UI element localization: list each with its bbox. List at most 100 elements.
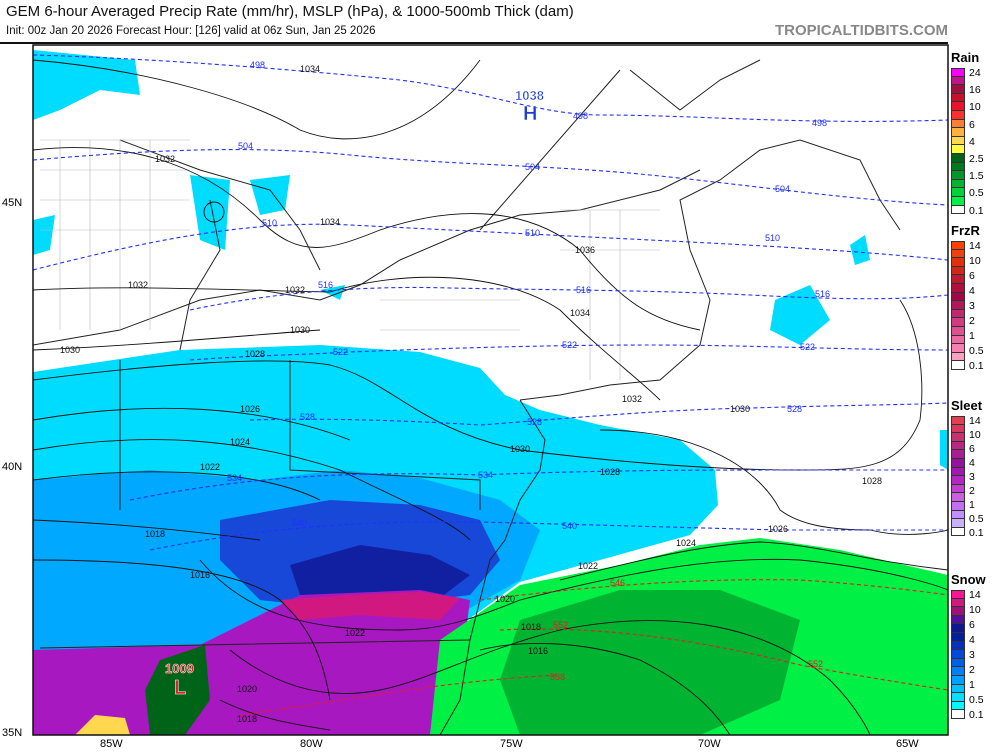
lat-label: 45N [2,197,23,209]
lat-label: 35N [2,727,23,739]
legend-label: 6 [969,118,975,131]
legend-label: 3 [969,470,975,483]
legend-swatch [951,658,965,668]
thickness-label: 540 [292,518,307,528]
thickness-label: 522 [800,342,815,352]
legend-label: 0.1 [969,709,984,722]
legend-swatch [951,249,965,259]
thickness-label: 498 [250,60,265,70]
isobar-label: 1028 [245,349,265,359]
rain-region-very-heavy [75,715,130,735]
thickness-label: 510 [525,228,540,238]
legend-swatch [951,458,965,468]
legend-swatch [951,205,965,215]
legend-title: Rain [951,50,980,65]
county-lines [40,139,660,380]
thickness-label-group: 498 498 498 504 504 504 510 510 510 516 516 516 522 5… [227,60,830,682]
legend-label: 2 [969,664,975,677]
legend-swatch [951,162,965,172]
legend-label: 14 [969,240,981,252]
lat-label: 40N [2,461,23,473]
isobar-label: 1032 [285,285,305,295]
isobar-label: 1022 [345,628,365,638]
thickness-label: 528 [527,417,542,427]
run-info: Init: 00z Jan 20 2026 Forecast Hour: [12… [6,25,376,37]
isobar-label: 1018 [145,529,165,539]
legend-swatch [951,171,965,180]
legend-swatch [951,693,965,702]
low-pressure-marker: L [174,677,186,699]
legend-swatch [951,615,965,625]
legend-swatch [951,476,965,485]
legend-label: 2 [969,315,975,328]
legend-scale: 14 10 6 4 3 2 1 0.5 0.1 [951,240,999,372]
legend-swatch [951,701,965,711]
legend-swatch [951,607,965,616]
thickness-label: 510 [765,233,780,243]
isobar-label: 1034 [320,217,340,227]
isobar-label: 1028 [862,476,882,486]
legend-scale: 14 10 6 4 3 2 1 0.5 0.1 [951,589,999,722]
isobar-label: 1032 [128,280,148,290]
legend-swatch [951,433,965,442]
legend-swatch [951,598,965,608]
legend-swatch [951,275,965,284]
isobar-label: 1016 [190,570,210,580]
isobar-label: 1018 [237,714,257,724]
legend-swatch [951,93,965,103]
isobar-label: 1032 [622,394,642,404]
legend-label: 24 [969,67,981,79]
lon-label: 65W [896,738,919,750]
legend-label: 6 [969,270,975,283]
legend-label: 4 [969,285,975,298]
thickness-label: 552 [553,620,568,630]
header-divider [0,42,948,44]
legend-swatch [951,318,965,327]
low-pressure-value: 1009 [165,661,194,676]
legend-label: 0.1 [969,204,984,217]
lon-label: 70W [698,738,721,750]
thickness-label: 504 [525,162,540,172]
legend-snow: Snow 14 10 6 4 3 2 1 0.5 0.1 [951,572,999,722]
legend-label: 10 [969,604,981,617]
legend-swatch [951,153,965,163]
legend-label: 1 [969,330,975,343]
thickness-label: 522 [562,340,577,350]
rain-region-moderate [500,590,800,735]
legend-swatch [951,519,965,528]
legend-label: 1.5 [969,170,984,183]
legend-swatch [951,632,965,642]
thickness-label: 516 [318,280,333,290]
legend-swatch [951,650,965,659]
sleet-region [33,590,470,735]
legend-swatch [951,484,965,494]
isobar-label: 1018 [521,622,541,632]
isobar-label: 1022 [578,561,598,571]
thickness-label: 522 [333,347,348,357]
thickness-lines [33,54,948,716]
legend-swatch [951,241,965,250]
legend-swatch [951,710,965,719]
legend-label: 14 [969,589,981,601]
isobar-label: 1022 [200,462,220,472]
high-pressure-marker: H [523,103,537,125]
snow-region-very-heavy [290,545,470,605]
thickness-label: 540 [562,521,577,531]
legend-sleet: Sleet 14 10 6 4 3 2 1 0.5 0.1 [951,398,999,538]
lon-label: 75W [500,738,523,750]
legend-swatch [951,424,965,434]
site-brand[interactable]: TROPICALTIDBITS.COM [774,22,948,39]
map-title: GEM 6-hour Averaged Precip Rate (mm/hr),… [6,3,574,20]
thickness-label: 504 [775,184,790,194]
legend-scale: 24 16 10 6 4 2.5 1.5 0.5 0.1 [951,67,999,217]
legend-swatch [951,136,965,146]
isobars [33,59,948,735]
legend-swatch [951,326,965,336]
legend-swatch [951,266,965,276]
legend-label: 6 [969,442,975,455]
thickness-label: 528 [787,404,802,414]
isobar-label: 1024 [676,538,696,548]
legend-swatch [951,675,965,685]
legend-swatch [951,119,965,129]
